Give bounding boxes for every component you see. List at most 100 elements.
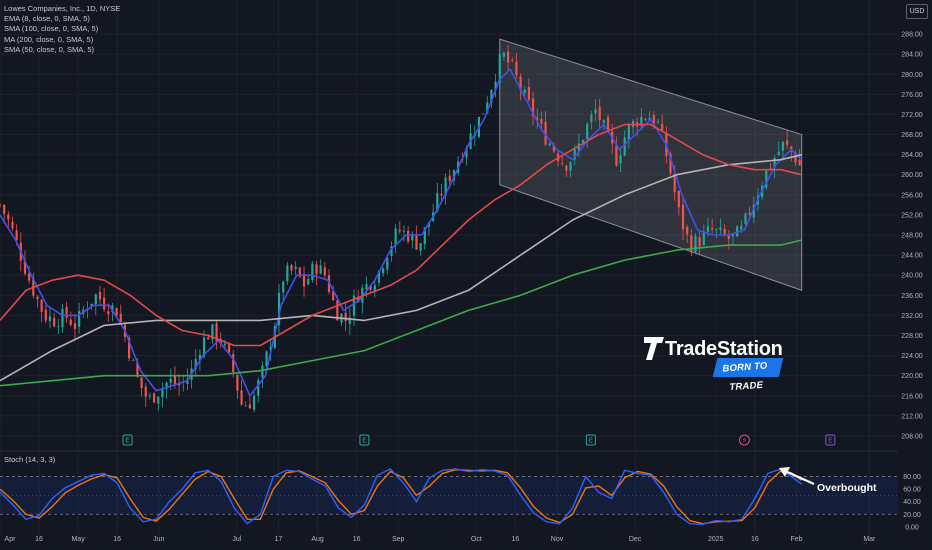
candle-body — [673, 173, 676, 193]
candle-body — [382, 268, 385, 274]
candle-body — [307, 279, 310, 285]
candle-body — [194, 359, 197, 369]
time-tick-label: 16 — [35, 536, 43, 543]
candle-body — [798, 159, 801, 166]
candle-body — [690, 235, 693, 253]
candle-body — [444, 177, 447, 196]
descending-channel — [499, 38, 803, 291]
candle-body — [232, 354, 235, 372]
candle-body — [207, 337, 210, 340]
candle-body — [515, 61, 518, 76]
candle-body — [298, 267, 301, 277]
candle-body — [552, 144, 555, 152]
candle-body — [7, 214, 10, 220]
candle-body — [165, 382, 168, 389]
candle-body — [698, 237, 701, 247]
candle-body — [23, 260, 27, 274]
price-tick-label: 272.00 — [901, 112, 923, 119]
candle-body — [261, 365, 264, 378]
candle-body — [119, 313, 122, 323]
price-tick-label: 212.00 — [901, 413, 923, 420]
stoch-legend: Stoch (14, 3, 3) — [4, 455, 56, 464]
price-tick-label: 228.00 — [901, 333, 923, 340]
candle-body — [215, 323, 218, 342]
price-tick-label: 252.00 — [901, 212, 923, 219]
candle-body — [357, 296, 360, 303]
candle-body — [648, 117, 651, 121]
event-marker-label: E — [589, 437, 593, 445]
candle-body — [465, 148, 468, 158]
candle-body — [177, 382, 181, 386]
price-tick-label: 220.00 — [901, 373, 923, 380]
time-tick-label: Sep — [392, 536, 405, 543]
price-tick-label: 256.00 — [901, 192, 923, 199]
candle-body — [211, 324, 214, 340]
candle-body — [511, 60, 514, 61]
event-marker — [825, 434, 836, 446]
candle-body — [548, 143, 551, 145]
series-line-ema — [0, 68, 803, 397]
candle-body — [136, 362, 139, 377]
price-tick-label: 288.00 — [901, 32, 923, 39]
candle-body — [627, 124, 630, 140]
event-markers: E E E ⚡ E — [122, 434, 836, 446]
candle-body — [148, 395, 152, 397]
candle-body — [73, 323, 77, 329]
candle-body — [781, 141, 785, 151]
candle-body — [531, 98, 535, 117]
candle-body — [594, 109, 597, 114]
candle-body — [348, 317, 351, 325]
candle-body — [598, 106, 601, 120]
candle-body — [390, 246, 393, 257]
legend-title: Lowes Companies, Inc., 1D, NYSE — [4, 4, 121, 13]
candle-body — [377, 270, 381, 283]
candle-body — [286, 265, 289, 282]
candle-body — [565, 165, 568, 171]
price-tick-label: 264.00 — [901, 152, 923, 159]
currency-button[interactable]: USD — [906, 4, 928, 19]
price-channel — [499, 38, 803, 291]
watermark-tagline: BORN TO TRADE — [722, 360, 768, 394]
candle-body — [319, 265, 322, 274]
candle-body — [536, 117, 539, 121]
candle-body — [132, 359, 135, 361]
candle-body — [240, 390, 243, 405]
candle-body — [540, 118, 543, 124]
candle-body — [577, 143, 580, 152]
candle-body — [640, 116, 643, 127]
moving-averages — [0, 68, 803, 397]
candle-body — [28, 273, 31, 281]
time-tick-label: Feb — [790, 536, 802, 543]
candle-body — [344, 312, 347, 322]
candle-body — [686, 226, 689, 235]
candle-body — [519, 76, 522, 91]
price-tick-label: 208.00 — [901, 433, 923, 440]
candle-body — [57, 326, 60, 328]
time-tick-label: 17 — [275, 536, 283, 543]
candle-body — [36, 296, 39, 299]
tradestation-logo-icon — [644, 337, 664, 360]
candle-body — [715, 229, 718, 231]
candle-body — [111, 305, 114, 312]
watermark-tagline-badge: BORN TO TRADE — [712, 358, 784, 393]
candle-body — [677, 190, 680, 208]
candle-body — [498, 54, 501, 83]
stoch-tick-label: 0.00 — [905, 524, 919, 531]
candle-body — [494, 81, 497, 90]
candle-body — [561, 163, 564, 165]
stoch-tick-label: 40.00 — [903, 499, 921, 506]
candle-body — [198, 354, 202, 360]
event-marker — [738, 434, 750, 446]
candle-body — [373, 285, 376, 292]
candle-body — [128, 337, 131, 359]
candle-body — [644, 119, 647, 120]
stoch-d-line — [0, 468, 803, 525]
candle-body — [661, 123, 664, 131]
candle-body — [506, 51, 510, 63]
candle-body — [107, 311, 110, 315]
price-tick-label: 224.00 — [901, 353, 923, 360]
event-marker — [585, 434, 596, 446]
candle-body — [448, 175, 451, 182]
time-tick-label: Jul — [232, 536, 241, 543]
